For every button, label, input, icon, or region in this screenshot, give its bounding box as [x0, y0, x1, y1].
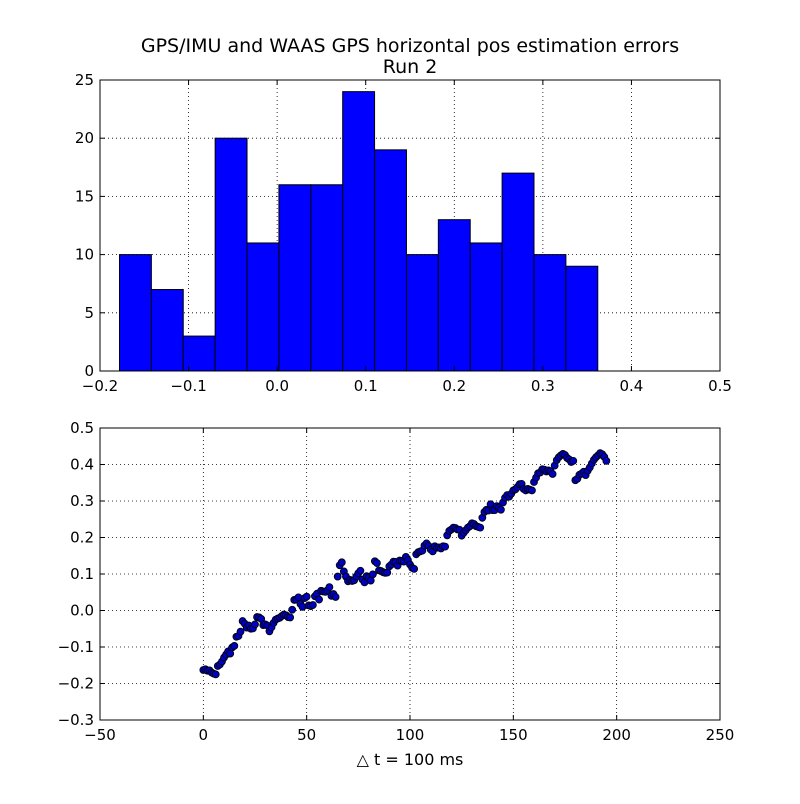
hist-frame	[99, 79, 721, 372]
histogram-bar	[501, 172, 535, 372]
histogram-bar	[310, 184, 344, 372]
scatter-point	[230, 642, 239, 650]
scatter-y-tick-label: 0.3	[70, 492, 94, 510]
histogram-bar	[374, 149, 407, 372]
histogram-bar	[565, 265, 599, 372]
scatter-y-tick-label: 0.0	[70, 602, 94, 620]
scatter-point	[441, 542, 450, 551]
histogram-bar	[150, 289, 184, 372]
scatter-y-tick-label: −0.2	[58, 675, 94, 693]
histogram-bar	[278, 184, 312, 372]
scatter-x-tick-label: 250	[706, 726, 735, 744]
scatter-y-tick-label: 0.4	[70, 456, 94, 474]
scatter-x-tick-label: 50	[297, 726, 316, 744]
hist-x-tick-label: 0.3	[531, 377, 555, 395]
histogram-bar	[405, 254, 439, 372]
scatter-point	[410, 564, 419, 573]
hist-x-tick-label: −0.2	[82, 377, 118, 395]
scatter-point	[211, 670, 220, 679]
scatter-point	[356, 566, 365, 575]
histogram-bar	[533, 254, 567, 372]
scatter-point	[236, 627, 245, 636]
scatter-point	[373, 559, 381, 567]
scatter-point	[286, 613, 295, 622]
scatter-y-tick-label: −0.3	[58, 711, 94, 729]
histogram-bar	[437, 219, 471, 372]
scatter-x-tick-label: −50	[84, 726, 116, 744]
scatter-x-tick-label: 100	[396, 726, 425, 744]
histogram-bar	[214, 137, 248, 372]
hist-y-tick-label: 20	[75, 129, 94, 147]
scatter-y-tick-label: 0.2	[70, 529, 94, 547]
scatter-point	[528, 486, 536, 495]
hist-y-tick-label: 25	[75, 71, 94, 89]
scatter-point	[251, 620, 259, 629]
hist-y-tick-label: 15	[75, 187, 94, 205]
hist-y-tick-label: 10	[75, 246, 94, 264]
scatter-point	[602, 456, 611, 465]
histogram-bar	[246, 242, 280, 372]
scatter-point	[325, 583, 334, 592]
scatter-y-tick-label: 0.1	[70, 565, 94, 583]
hist-y-tick-label: 0	[84, 362, 94, 380]
scatter-x-tick-label: 150	[499, 726, 528, 744]
scatter-x-tick-label: 200	[602, 726, 631, 744]
hist-x-tick-label: 0.0	[265, 377, 289, 395]
histogram-bar	[342, 91, 376, 372]
hist-x-tick-label: 0.4	[619, 377, 643, 395]
histogram-bar	[182, 335, 216, 372]
scatter-panel: −50 0 50 100 150 200 250 −0.3 −0.2 −0.1 0.0 0.1 0.2 0…	[58, 419, 735, 744]
scatter-point	[315, 595, 323, 604]
scatter-point	[302, 592, 311, 601]
histogram-bar	[118, 254, 152, 372]
scatter-point	[308, 601, 317, 609]
hist-y-tick-label: 5	[84, 304, 94, 322]
chart-subtitle: Run 2	[383, 56, 438, 78]
scatter-point	[331, 593, 340, 601]
scatter-point	[333, 572, 342, 581]
hist-x-tick-label: 0.5	[708, 377, 732, 395]
scatter-point	[288, 605, 297, 614]
histogram-bar	[469, 242, 503, 372]
hist-x-tick-label: 0.2	[442, 377, 466, 395]
scatter-point	[368, 570, 377, 579]
scatter-x-tick-label: 0	[199, 726, 209, 744]
hist-x-tick-label: −0.1	[170, 377, 206, 395]
scatter-point	[476, 523, 485, 532]
hist-x-tick-label: 0.1	[354, 377, 378, 395]
chart-title: GPS/IMU and WAAS GPS horizontal pos esti…	[141, 35, 679, 57]
scatter-point	[548, 470, 557, 478]
scatter-point	[497, 505, 505, 514]
scatter-x-axis-label: △ t = 100 ms	[357, 750, 464, 769]
histogram-panel: −0.2 −0.1 0.0 0.1 0.2 0.3 0.4 0.5 0 5 10 15 20 25	[75, 71, 732, 395]
scatter-y-tick-label: 0.5	[70, 419, 94, 437]
scatter-point	[569, 456, 578, 465]
scatter-point	[337, 558, 346, 567]
scatter-y-tick-label: −0.1	[58, 638, 94, 656]
